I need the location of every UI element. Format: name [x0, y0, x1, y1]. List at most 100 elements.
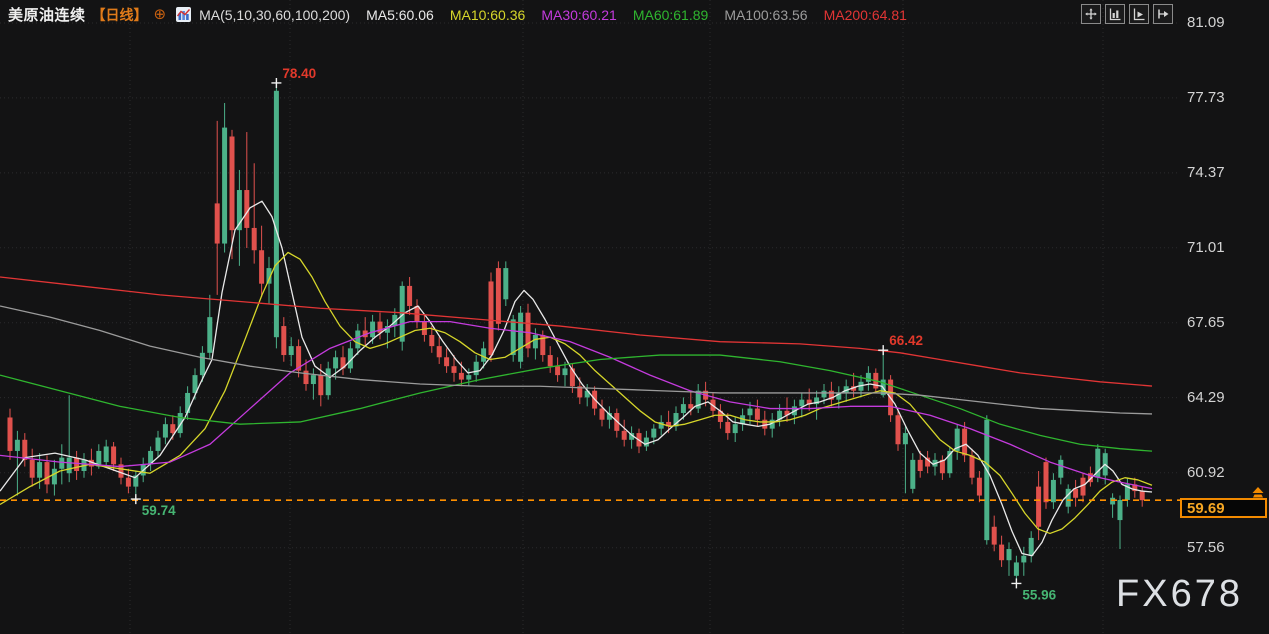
candle-up: [777, 410, 783, 420]
candle-up: [133, 475, 139, 487]
y-axis-label: 60.92: [1187, 463, 1225, 481]
candle-down: [281, 326, 287, 356]
candle-up: [740, 415, 746, 425]
candle-up: [325, 368, 331, 396]
candle-down: [939, 459, 945, 474]
pan-tool-button[interactable]: [1081, 4, 1101, 24]
candle-up: [177, 413, 183, 434]
price-up-arrow-icon: [1252, 487, 1264, 498]
candle-up: [310, 375, 316, 385]
candle-down: [1073, 488, 1079, 498]
candle-down: [44, 462, 50, 485]
candle-down: [851, 386, 857, 391]
candle-down: [251, 227, 257, 251]
scroll-to-latest-button[interactable]: [1153, 4, 1173, 24]
candle-down: [29, 459, 35, 478]
chart-header: 美原油连续 【日线】 ⊕ MA(5,10,30,60,100,200) MA5:6…: [8, 4, 907, 25]
candle-up: [1013, 562, 1019, 576]
candle-down: [725, 421, 731, 434]
legend-ma5: MA5:60.06: [366, 6, 434, 23]
extreme-cross-icon: [130, 494, 141, 505]
candle-down: [451, 366, 457, 373]
candle-up: [355, 330, 361, 349]
price-annotation: 55.96: [1022, 587, 1056, 602]
legend-ma200: MA200:64.81: [823, 6, 907, 23]
candle-up: [865, 372, 871, 382]
extreme-cross-icon: [271, 77, 282, 88]
y-axis-label: 64.29: [1187, 388, 1225, 406]
candle-down: [806, 399, 812, 405]
candle-down: [999, 544, 1005, 561]
candle-down: [229, 136, 235, 231]
candle-down: [377, 321, 383, 333]
y-axis-label: 74.37: [1187, 163, 1225, 181]
legend-ma60: MA60:61.89: [632, 6, 709, 23]
price-annotation: 59.74: [142, 503, 176, 518]
candle-up: [162, 424, 168, 438]
candle-up: [370, 321, 376, 338]
candle-down: [7, 417, 13, 451]
candle-down: [917, 459, 923, 472]
fit-x-axis-button[interactable]: [1129, 4, 1149, 24]
candle-down: [754, 408, 760, 420]
candle-up: [658, 421, 664, 429]
candle-up: [66, 457, 72, 474]
candle-down: [458, 372, 464, 380]
candle-down: [88, 459, 94, 467]
candle-down: [895, 415, 901, 445]
y-axis-label: 77.73: [1187, 88, 1225, 106]
candle-down: [762, 419, 768, 429]
ma-settings-label: MA(5,10,30,60,100,200): [199, 6, 351, 23]
candle-up: [984, 419, 990, 541]
legend-ma100: MA100:63.56: [724, 6, 808, 23]
candle-up: [103, 446, 109, 463]
candle-down: [962, 428, 968, 456]
candle-up: [236, 190, 242, 231]
ma-line-ma60: [0, 354, 1153, 452]
legend-ma30: MA30:60.21: [541, 6, 617, 23]
candle-up: [185, 392, 191, 414]
candle-down: [421, 321, 427, 335]
pan-tool-icon: [1085, 8, 1097, 20]
candle-down: [1132, 484, 1138, 492]
candle-down: [540, 334, 546, 356]
candle-down: [1087, 473, 1093, 483]
fit-y-axis-button[interactable]: [1105, 4, 1125, 24]
candle-up: [199, 352, 205, 376]
candle-up: [1095, 448, 1101, 478]
candle-up: [1021, 555, 1027, 563]
candle-up: [732, 424, 738, 434]
candle-down: [925, 457, 931, 467]
candle-up: [14, 439, 20, 451]
candle-down: [22, 439, 28, 460]
candle-up: [1065, 488, 1071, 507]
ma-line-ma5: [0, 200, 1153, 557]
candle-down: [340, 357, 346, 369]
candle-down: [991, 526, 997, 545]
candle-down: [259, 250, 265, 284]
candle-down: [429, 334, 435, 347]
add-indicator-icon[interactable]: ⊕: [153, 5, 167, 23]
candle-down: [111, 446, 117, 465]
candle-down: [555, 366, 561, 376]
candle-up: [384, 326, 390, 333]
candle-up: [769, 419, 775, 429]
candle-down: [688, 404, 694, 409]
candle-up: [606, 413, 612, 420]
candle-up: [466, 375, 472, 380]
candle-up: [148, 450, 154, 465]
candle-up: [37, 462, 43, 478]
price-axis[interactable]: 81.09 77.73 74.37 71.01 67.65 64.29 60.92 57.56: [1181, 0, 1269, 634]
candle-up: [288, 346, 294, 356]
candle-up: [333, 357, 339, 369]
fit-x-axis-icon: [1133, 8, 1145, 21]
candle-up: [192, 375, 198, 393]
ma-indicator-icon: [176, 7, 192, 22]
watermark: FX678: [1116, 573, 1243, 615]
candle-up: [836, 392, 842, 400]
candle-up: [1110, 497, 1116, 505]
candle-up: [584, 390, 590, 398]
candle-down: [244, 190, 250, 228]
candle-down: [525, 312, 531, 349]
